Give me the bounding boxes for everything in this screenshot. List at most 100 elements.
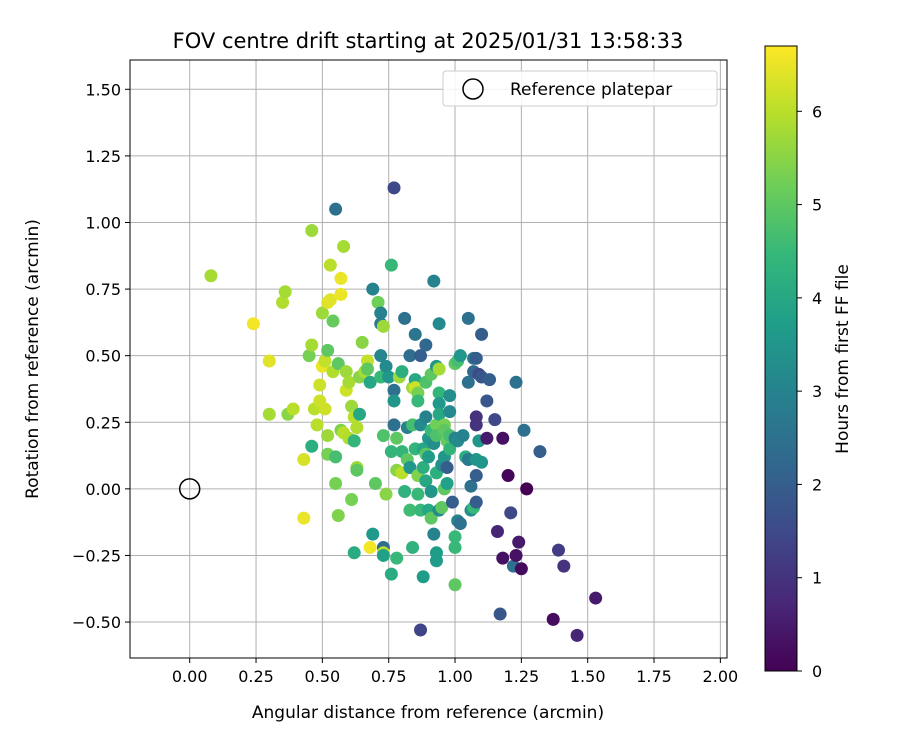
data-point (262, 354, 276, 368)
y-axis-label: Rotation from reference (arcmin) (23, 219, 43, 499)
data-point (589, 591, 603, 605)
y-tick-label: 0.50 (85, 347, 121, 366)
data-point (552, 543, 566, 557)
data-point (398, 485, 412, 499)
data-point (416, 570, 430, 584)
data-point (315, 306, 329, 320)
data-point (387, 394, 401, 408)
data-point (514, 562, 528, 576)
data-point (329, 477, 343, 491)
data-point (339, 365, 353, 379)
colorbar-tick-label: 4 (812, 289, 822, 308)
data-point (480, 431, 494, 445)
data-point (424, 511, 438, 525)
data-point (305, 439, 319, 453)
data-point (323, 293, 337, 307)
data-point (321, 343, 335, 357)
data-point (384, 567, 398, 581)
reference-platepar-marker (178, 478, 201, 500)
x-tick-label: 1.25 (504, 667, 540, 686)
data-point (350, 421, 364, 435)
data-point (419, 338, 433, 352)
colorbar-tick-label: 3 (812, 382, 822, 401)
data-point (302, 349, 316, 363)
data-point (347, 434, 361, 448)
data-point (403, 461, 417, 475)
data-point (570, 628, 584, 642)
data-point (432, 397, 446, 411)
x-tick-label: 1.50 (570, 667, 606, 686)
x-tick-label: 0.25 (238, 667, 274, 686)
data-point (334, 287, 348, 301)
y-tick-label: 1.00 (85, 213, 121, 232)
data-point (483, 373, 497, 387)
x-tick-label: 0.00 (172, 667, 208, 686)
data-point (501, 469, 515, 483)
data-point (475, 455, 489, 469)
data-point (331, 508, 345, 522)
data-point (496, 431, 510, 445)
data-point (363, 540, 377, 554)
data-point (504, 506, 518, 520)
data-point (408, 327, 422, 341)
data-point (422, 450, 435, 464)
colorbar (764, 45, 798, 672)
colorbar-tick-label: 2 (812, 475, 822, 494)
data-point (384, 445, 398, 459)
colorbar-tick-label: 6 (812, 102, 822, 121)
data-point (360, 362, 374, 376)
data-point (496, 551, 510, 565)
data-point (432, 362, 446, 376)
data-point (262, 407, 276, 421)
data-point (509, 375, 523, 389)
data-point (448, 578, 462, 592)
data-point (424, 485, 438, 499)
data-point (355, 335, 369, 349)
data-point (512, 535, 526, 549)
colorbar-tick-label: 0 (812, 662, 822, 681)
legend: Reference platepar (442, 70, 718, 107)
plot-frame (129, 59, 728, 659)
data-point (376, 548, 390, 562)
data-point (432, 386, 446, 400)
data-point (323, 258, 337, 272)
data-point (326, 314, 340, 328)
data-point (461, 375, 475, 389)
data-point (533, 445, 547, 459)
x-tick-label: 1.75 (636, 667, 672, 686)
legend-reference-marker-icon (462, 78, 484, 100)
data-point (427, 274, 441, 288)
data-point (517, 423, 531, 437)
data-point (278, 285, 292, 299)
data-point (469, 469, 483, 483)
axis-ticks: 0.00 0.25 0.50 0.75 1.00 1.25 1.50 1.75 2.00 −0.5… (72, 80, 738, 686)
data-point (387, 383, 401, 397)
data-point (509, 548, 523, 562)
data-point (443, 389, 457, 403)
data-point (297, 453, 311, 467)
data-point (440, 461, 454, 475)
data-point (456, 429, 470, 443)
data-point (297, 511, 311, 525)
data-point (374, 306, 388, 320)
data-point (419, 410, 433, 424)
data-point (387, 418, 401, 432)
data-point (493, 607, 507, 621)
data-point (366, 282, 380, 296)
data-point (453, 516, 467, 530)
data-point (403, 503, 417, 517)
data-point (403, 349, 417, 363)
y-tick-label: 1.25 (85, 147, 121, 166)
data-point (520, 482, 534, 496)
x-tick-label: 2.00 (703, 667, 739, 686)
y-tick-label: −0.50 (72, 613, 121, 632)
data-point (469, 351, 483, 365)
data-point (443, 442, 457, 456)
data-point (353, 407, 367, 421)
data-point (448, 530, 462, 544)
chart-title: FOV centre drift starting at 2025/01/31 … (173, 29, 684, 53)
data-point (440, 477, 454, 491)
data-point (432, 407, 446, 421)
data-point (429, 554, 443, 568)
